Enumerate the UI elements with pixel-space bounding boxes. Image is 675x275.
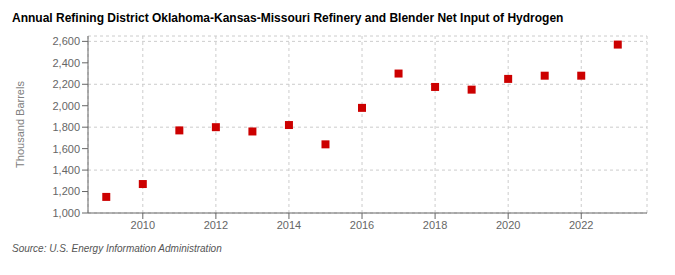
html-text:Annual Refining District Oklah: Annual Refining District Oklahoma-Kansas… (12, 11, 564, 25)
html-text:Source: U.S. Energy Informatio: Source: U.S. Energy Information Administ… (12, 243, 222, 254)
svg-text:1,000: 1,000 (52, 207, 80, 219)
svg-text:2010: 2010 (131, 219, 155, 231)
svg-text:2014: 2014 (277, 219, 301, 231)
svg-text:1,200: 1,200 (52, 185, 80, 197)
svg-text:2,400: 2,400 (52, 57, 80, 69)
svg-text:1,800: 1,800 (52, 121, 80, 133)
svg-text:2012: 2012 (204, 219, 228, 231)
svg-text:Thousand Barrels: Thousand Barrels (14, 81, 26, 168)
svg-text:2016: 2016 (350, 219, 374, 231)
svg-text:2,600: 2,600 (52, 35, 80, 47)
svg-text:2,000: 2,000 (52, 100, 80, 112)
svg-text:2018: 2018 (423, 219, 447, 231)
svg-text:1,400: 1,400 (52, 164, 80, 176)
svg-text:2022: 2022 (569, 219, 593, 231)
svg-text:2,200: 2,200 (52, 78, 80, 90)
svg-text:1,600: 1,600 (52, 143, 80, 155)
svg-text:2020: 2020 (496, 219, 520, 231)
